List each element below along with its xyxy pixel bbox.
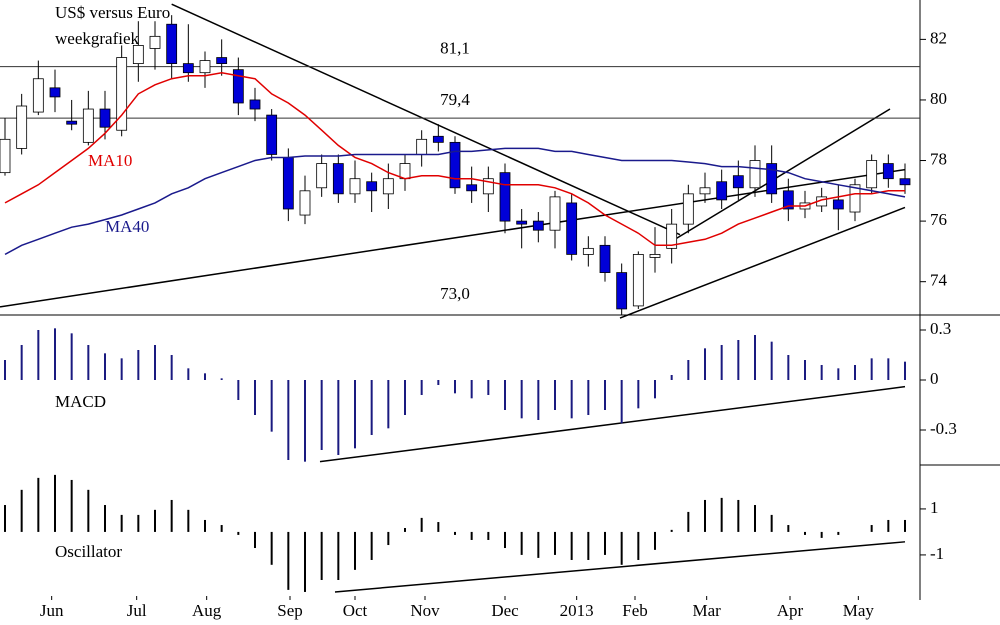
candle-body bbox=[266, 114, 278, 155]
x-tick-label: Jul bbox=[127, 601, 147, 620]
candle-body bbox=[749, 160, 761, 189]
candle-body bbox=[882, 163, 894, 180]
y-tick-label: -0.3 bbox=[930, 419, 957, 438]
candle-body bbox=[0, 138, 11, 174]
candle-body bbox=[549, 196, 561, 231]
candle-body bbox=[299, 190, 311, 216]
candle-body bbox=[682, 193, 694, 225]
candle-body bbox=[382, 178, 394, 195]
x-tick-label: Oct bbox=[343, 601, 368, 620]
candle-body bbox=[366, 181, 378, 192]
candle-body bbox=[532, 220, 544, 231]
y-tick-label: 80 bbox=[930, 89, 947, 108]
chart-subtitle: weekgrafiek bbox=[55, 29, 140, 48]
trendline bbox=[319, 385, 906, 463]
candle-body bbox=[866, 160, 878, 189]
x-tick-label: Mar bbox=[693, 601, 722, 620]
trendline bbox=[171, 3, 681, 236]
candle-body bbox=[66, 120, 78, 125]
ma-line bbox=[4, 147, 906, 256]
candle-body bbox=[766, 163, 778, 195]
y-tick-label: 0 bbox=[930, 369, 939, 388]
candle-body bbox=[716, 181, 728, 201]
candle-body bbox=[182, 63, 194, 74]
candle-body bbox=[566, 202, 578, 255]
x-tick-label: Apr bbox=[777, 601, 804, 620]
candle-body bbox=[32, 78, 44, 113]
candle-body bbox=[449, 141, 461, 189]
trendline bbox=[334, 541, 906, 593]
candle-body bbox=[216, 57, 228, 65]
candle-body bbox=[332, 163, 344, 195]
candle-body bbox=[616, 272, 628, 310]
chart-title: US$ versus Euro bbox=[55, 3, 170, 22]
y-tick-label: 0.3 bbox=[930, 319, 951, 338]
candle-body bbox=[516, 220, 528, 225]
candle-body bbox=[232, 69, 244, 104]
y-tick-label: 78 bbox=[930, 149, 947, 168]
candle-body bbox=[632, 254, 644, 307]
candle-body bbox=[282, 157, 294, 210]
candle-body bbox=[49, 87, 61, 98]
panel-title: Oscillator bbox=[55, 542, 122, 561]
candle-body bbox=[316, 163, 328, 189]
candle-body bbox=[666, 223, 678, 249]
candle-body bbox=[432, 135, 444, 143]
candle-body bbox=[899, 178, 911, 186]
level-label: 81,1 bbox=[440, 39, 470, 58]
candle-body bbox=[699, 187, 711, 195]
x-tick-label: Sep bbox=[277, 601, 303, 620]
x-tick-label: Jun bbox=[40, 601, 64, 620]
candle-body bbox=[482, 178, 494, 195]
y-tick-label: 82 bbox=[930, 28, 947, 47]
x-tick-label: Dec bbox=[491, 601, 519, 620]
ma-line bbox=[4, 71, 905, 247]
candle-body bbox=[599, 244, 611, 273]
y-tick-label: 1 bbox=[930, 498, 939, 517]
candle-body bbox=[149, 35, 161, 49]
x-tick-label: Aug bbox=[192, 601, 222, 620]
y-tick-label: 76 bbox=[930, 210, 947, 229]
y-tick-label: -1 bbox=[930, 544, 944, 563]
x-tick-label: Nov bbox=[410, 601, 440, 620]
trendline bbox=[0, 168, 906, 308]
candle-body bbox=[499, 172, 511, 222]
candle-body bbox=[16, 105, 28, 149]
candle-body bbox=[166, 23, 178, 65]
trendline bbox=[619, 206, 906, 319]
candle-body bbox=[466, 184, 478, 192]
x-tick-label: May bbox=[843, 601, 875, 620]
candle-body bbox=[832, 199, 844, 210]
y-tick-label: 74 bbox=[930, 271, 948, 290]
candle-body bbox=[82, 108, 94, 143]
candle-body bbox=[782, 190, 794, 210]
x-tick-label: Feb bbox=[622, 601, 648, 620]
x-tick-label: 2013 bbox=[560, 601, 594, 620]
candle-body bbox=[116, 57, 128, 131]
candle-body bbox=[732, 175, 744, 189]
panel-title: MACD bbox=[55, 392, 106, 411]
candle-body bbox=[849, 184, 861, 213]
trendline bbox=[674, 108, 891, 240]
candle-body bbox=[132, 45, 144, 65]
series-label: MA40 bbox=[105, 217, 149, 236]
candle-body bbox=[399, 163, 411, 180]
candle-body bbox=[582, 247, 594, 255]
candle-body bbox=[416, 138, 428, 155]
candle-body bbox=[349, 178, 361, 195]
candle-body bbox=[99, 108, 111, 128]
candle-body bbox=[199, 60, 211, 74]
level-label: 73,0 bbox=[440, 284, 470, 303]
candle-body bbox=[249, 99, 261, 110]
level-label: 79,4 bbox=[440, 90, 470, 109]
series-label: MA10 bbox=[88, 151, 132, 170]
candle-body bbox=[649, 254, 661, 258]
